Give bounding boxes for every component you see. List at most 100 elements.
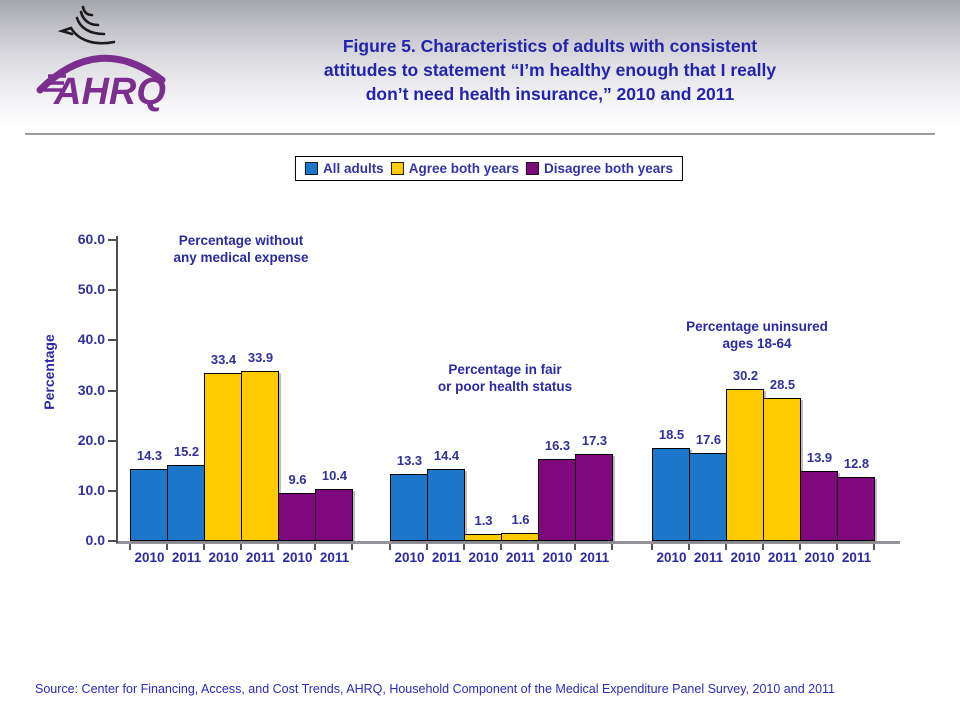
x-tick-label: 2010 (208, 550, 239, 565)
bar-value-label: 17.3 (579, 433, 610, 450)
x-axis-tick (574, 544, 576, 550)
x-tick-label: 2011 (431, 550, 462, 565)
bar-disagree-both-years-2011 (575, 454, 613, 541)
bar-agree-both-years-2011 (241, 370, 279, 541)
x-tick-label: 2011 (579, 550, 610, 565)
x-tick-label: 2011 (505, 550, 536, 565)
group-label-line: Percentage without (178, 233, 304, 248)
bar-disagree-both-years-2010 (800, 471, 838, 541)
x-tick-label: 2011 (171, 550, 202, 565)
y-tick-label: 60.0 (77, 231, 105, 247)
y-axis-tick (108, 239, 116, 241)
group-label: Percentage in fair or poor health status (438, 361, 572, 395)
bar-value-label: 16.3 (542, 438, 573, 455)
bar-disagree-both-years-2010 (538, 459, 576, 541)
legend-item-3: Disagree both years (526, 161, 673, 176)
x-tick-label: 2010 (394, 550, 425, 565)
bar-value-label: 33.4 (208, 352, 239, 369)
group-label: Percentage without any medical expense (173, 232, 308, 266)
figure-title-line-3: don’t need health insurance,” 2010 and 2… (365, 84, 735, 104)
figure-title-line-2: attitudes to statement “I’m healthy enou… (323, 60, 777, 80)
ahrq-logo: AHRQ (26, 4, 176, 116)
x-tick-label: 2010 (730, 550, 761, 565)
x-axis-tick (762, 544, 764, 550)
legend-swatch-icon (304, 162, 318, 175)
x-axis-tick (651, 544, 653, 550)
y-axis-tick (108, 389, 116, 392)
y-axis-tick (108, 289, 116, 292)
ahrq-swoosh (36, 54, 166, 94)
bar-value-label: 33.9 (245, 349, 276, 366)
y-tick-label: 40.0 (77, 331, 105, 348)
bar-agree-both-years-2010 (726, 389, 764, 541)
x-axis-tick (314, 544, 316, 550)
x-axis-tick (799, 544, 801, 550)
x-axis-tick (351, 544, 353, 550)
bar-agree-both-years-2010 (204, 373, 242, 541)
x-axis-tick (426, 544, 428, 550)
y-tick-label: 30.0 (77, 381, 105, 398)
bar-all-adults-2010 (130, 469, 168, 541)
y-tick-label: 50.0 (77, 281, 105, 298)
x-axis-tick (463, 544, 465, 550)
bar-value-label: 15.2 (171, 443, 202, 460)
y-tick-label: 20.0 (77, 431, 105, 448)
bar-value-label: 17.6 (693, 431, 724, 448)
x-axis-tick (725, 544, 727, 550)
bar-value-label: 28.5 (767, 377, 798, 394)
y-axis-tick (108, 489, 116, 492)
legend-label: Disagree both years (544, 161, 674, 176)
bar-value-label: 30.2 (730, 368, 761, 385)
bar-value-label: 18.5 (656, 427, 687, 444)
legend-swatch-icon (526, 162, 539, 175)
bar-value-label: 14.3 (134, 448, 165, 465)
y-axis-line (116, 236, 118, 543)
bar-disagree-both-years-2011 (837, 476, 875, 541)
x-tick-label: 2011 (693, 550, 724, 565)
ahrq-logo-graphic: AHRQ (36, 5, 166, 113)
bar-agree-both-years-2011 (501, 532, 539, 541)
bar-all-adults-2011 (689, 452, 727, 541)
y-axis-tick (108, 439, 116, 442)
x-tick-label: 2011 (319, 550, 350, 565)
legend-label: Agree both years (408, 161, 519, 176)
x-tick-label: 2010 (804, 550, 835, 565)
x-tick-label: 2010 (656, 550, 687, 565)
group-label: Percentage uninsured ages 18-64 (686, 318, 828, 352)
bar-value-label: 10.4 (319, 467, 350, 484)
legend-item-2: Agree both years (390, 161, 519, 176)
x-axis-tick (277, 544, 279, 550)
bar-value-label: 9.6 (286, 471, 309, 488)
x-axis-tick (611, 544, 613, 550)
x-axis-tick (537, 544, 539, 550)
bar-all-adults-2011 (427, 468, 465, 541)
group-label-line: Percentage in fair (448, 362, 562, 377)
group-label-line: or poor health status (437, 379, 573, 394)
x-tick-label: 2011 (767, 550, 798, 565)
x-axis-tick (873, 544, 875, 550)
hhs-eagle-icon (57, 5, 116, 45)
bar-value-label: 13.3 (394, 453, 425, 470)
x-axis-line (116, 541, 900, 544)
bar-value-label: 14.4 (431, 447, 462, 464)
bar-disagree-both-years-2011 (315, 488, 353, 541)
x-tick-label: 2011 (841, 550, 872, 565)
y-tick-label: 0.0 (85, 532, 105, 548)
bar-value-label: 12.8 (841, 455, 872, 472)
ahrq-stripes (44, 74, 66, 92)
x-axis-tick (166, 544, 168, 550)
x-axis-tick (688, 544, 690, 550)
bar-agree-both-years-2010 (464, 534, 502, 541)
x-tick-label: 2010 (468, 550, 499, 565)
chart-legend: All adults Agree both years Disagree both … (294, 156, 684, 181)
x-tick-label: 2010 (282, 550, 313, 565)
x-axis-tick (203, 544, 205, 550)
bar-value-label: 13.9 (804, 450, 835, 467)
group-label-line: Percentage uninsured (686, 319, 828, 334)
x-axis-tick (129, 544, 131, 550)
bar-value-label: 1.3 (472, 513, 495, 530)
bar-all-adults-2011 (167, 464, 205, 541)
bar-agree-both-years-2011 (763, 398, 801, 541)
y-tick-label: 10.0 (77, 481, 105, 498)
